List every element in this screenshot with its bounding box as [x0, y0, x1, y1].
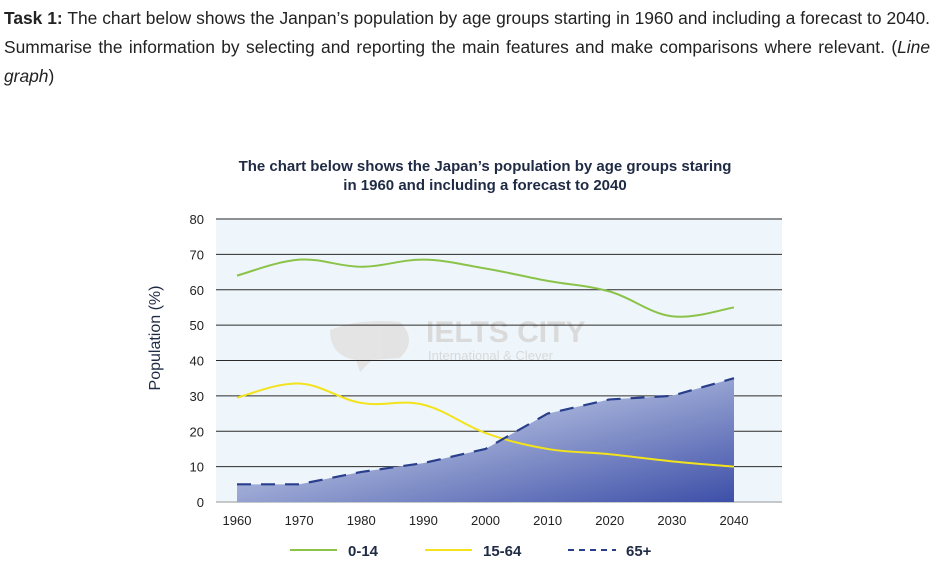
- x-tick-label: 1960: [223, 513, 252, 528]
- y-axis-label: Population (%): [147, 286, 164, 391]
- y-tick-label: 30: [190, 389, 204, 404]
- series-line-0-14: [236, 258, 735, 318]
- chart-type-note: Line graph: [4, 37, 931, 86]
- x-tick-label: 1970: [285, 513, 314, 528]
- x-tick-label: 2040: [720, 513, 749, 528]
- y-tick-label: 10: [190, 460, 204, 475]
- legend-label: 15-64: [483, 543, 522, 560]
- logo-bubble-icon: [330, 321, 409, 372]
- series-line-65: [237, 377, 735, 486]
- task-text: The chart below shows the Janpan’s popul…: [4, 8, 930, 57]
- x-axis-ticks: 1960 1970 1980 1990 2000 2010 2020 2030 2040: [223, 513, 749, 528]
- y-tick-label: 70: [190, 247, 204, 262]
- y-tick-label: 50: [190, 318, 204, 333]
- watermark-tagline: International & Clever: [428, 348, 554, 363]
- legend-label: 0-14: [348, 543, 379, 560]
- y-tick-label: 80: [190, 212, 204, 227]
- legend: 0-14 15-64 65+: [290, 543, 652, 560]
- task-label: Task 1:: [4, 8, 63, 28]
- y-tick-label: 20: [190, 424, 204, 439]
- x-tick-label: 1990: [409, 513, 438, 528]
- task-prompt: Task 1: The chart below shows the Janpan…: [4, 4, 930, 91]
- y-tick-label: 0: [197, 495, 204, 510]
- close-paren: ): [48, 66, 55, 86]
- area-65-plus: [237, 378, 734, 502]
- y-tick-label: 60: [190, 283, 204, 298]
- x-tick-label: 2020: [595, 513, 624, 528]
- x-tick-label: 2030: [657, 513, 686, 528]
- x-tick-label: 2000: [471, 513, 500, 528]
- watermark: IELTS CITY International & Clever: [330, 316, 585, 372]
- area-fill-65-plus: [237, 378, 734, 502]
- y-axis-ticks: 0 10 20 30 40 50 60 70 80: [190, 212, 204, 510]
- legend-label: 65+: [626, 543, 652, 560]
- open-paren: (: [884, 37, 898, 57]
- watermark-logo-text: IELTS CITY: [426, 316, 585, 349]
- chart-title-line-2: in 1960 and including a forecast to 2040: [343, 177, 626, 194]
- x-tick-label: 2010: [533, 513, 562, 528]
- x-tick-label: 1980: [347, 513, 376, 528]
- series-line-15-64: [236, 382, 735, 468]
- chart-title-line-1: The chart below shows the Japan’s popula…: [239, 158, 732, 175]
- series-lines: [236, 258, 735, 486]
- y-tick-label: 40: [190, 354, 204, 369]
